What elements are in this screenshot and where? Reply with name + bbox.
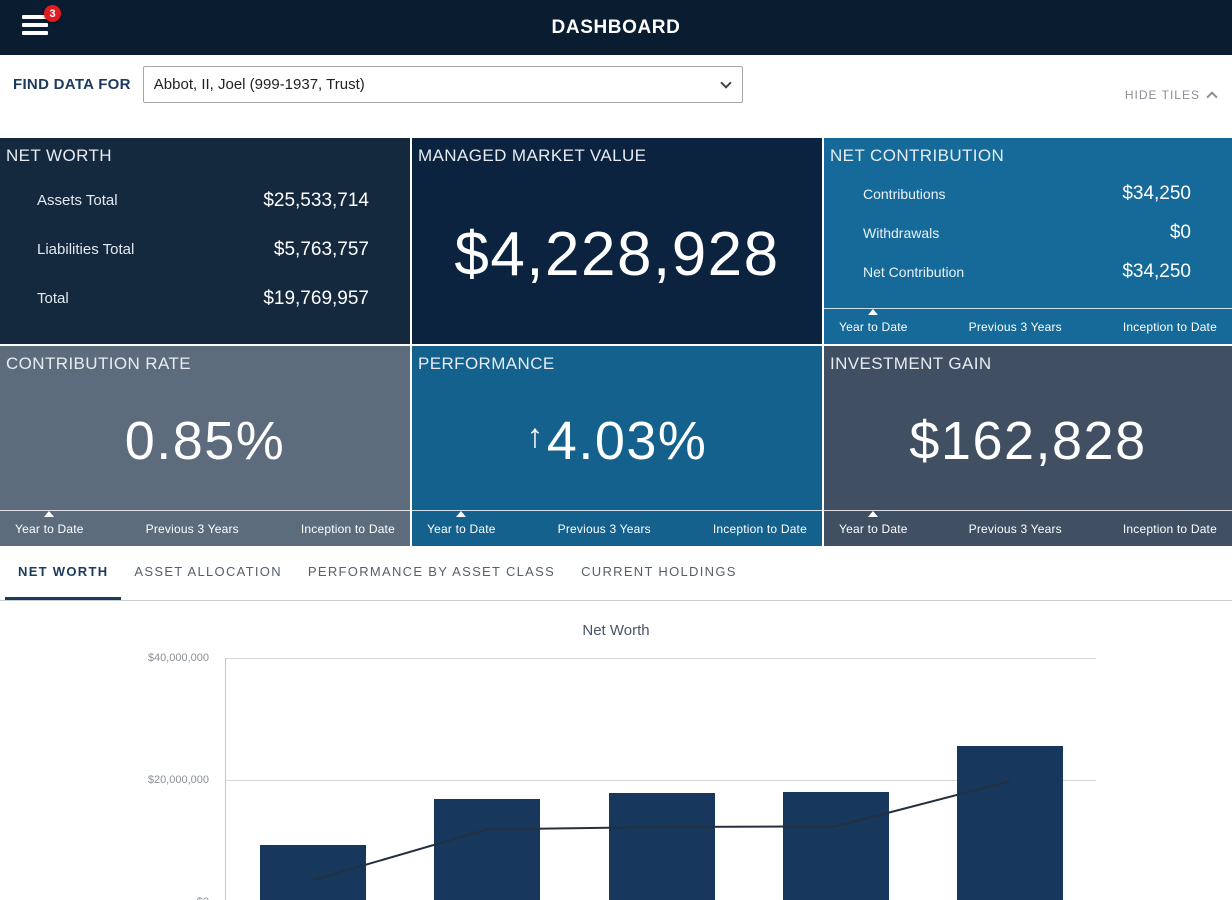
chart-title: Net Worth [582,622,650,639]
find-data-bar: FIND DATA FOR Abbot, II, Joel (999-1937,… [0,55,1232,138]
tile-title: CONTRIBUTION RATE [6,354,191,373]
stat-label: Net Contribution [863,263,965,280]
period-previous-3-years[interactable]: Previous 3 Years [968,319,1062,334]
section-tabs: NET WORTH ASSET ALLOCATION PERFORMANCE B… [0,546,1232,601]
net-worth-bar [956,746,1063,900]
trend-line [312,780,1011,881]
notification-badge: 3 [44,5,61,22]
chevron-up-icon [1206,91,1218,103]
period-selector: Year to Date Previous 3 Years Inception … [0,510,410,546]
stat-row: Assets Total $25,533,714 [37,176,369,225]
net-worth-rows: Assets Total $25,533,714 Liabilities Tot… [0,172,410,344]
entity-select[interactable]: Abbot, II, Joel (999-1937, Trust) [142,66,743,103]
stat-label: Contributions [863,185,946,202]
investment-gain-value: $162,828 [909,411,1147,471]
period-year-to-date[interactable]: Year to Date [839,510,908,536]
trend-line-layer [312,780,1011,881]
selected-period-caret [868,510,879,517]
performance-value: ↑ 4.03% [526,411,708,471]
net-worth-bar [260,845,367,900]
tab-current-holdings[interactable]: CURRENT HOLDINGS [581,564,737,579]
period-previous-3-years[interactable]: Previous 3 Years [968,521,1062,536]
stat-label: Total [37,290,69,307]
tile-title: INVESTMENT GAIN [830,354,992,373]
tile-title: MANAGED MARKET VALUE [418,146,647,165]
stat-row: Withdrawals $0 [863,213,1191,252]
tile-title: NET WORTH [6,146,112,165]
tab-net-worth[interactable]: NET WORTH [5,546,122,600]
tile-net-contribution: NET CONTRIBUTION Contributions $34,250 W… [824,138,1232,344]
page-title: DASHBOARD [551,16,681,38]
find-data-for-label: FIND DATA FOR [13,76,131,93]
plot-area [225,658,1096,900]
hamburger-menu-button[interactable]: 3 [22,5,61,35]
period-inception-to-date[interactable]: Inception to Date [1122,521,1217,536]
net-contribution-rows: Contributions $34,250 Withdrawals $0 Net… [824,172,1232,308]
y-axis-tick-label: $0 [197,896,209,900]
y-axis-tick-label: $20,000,000 [147,774,209,786]
tab-asset-allocation[interactable]: ASSET ALLOCATION [134,564,282,579]
net-worth-bar [608,793,715,900]
stat-row: Total $19,769,957 [37,274,369,323]
tile-contribution-rate: CONTRIBUTION RATE 0.85% Year to Date Pre… [0,346,410,546]
stat-row: Liabilities Total $5,763,757 [37,225,369,274]
tile-title: PERFORMANCE [418,354,555,373]
period-selector: Year to Date Previous 3 Years Inception … [824,510,1232,546]
stat-label: Assets Total [37,192,118,209]
hide-tiles-label: HIDE TILES [1124,88,1200,102]
stat-value: $19,769,957 [263,287,369,309]
period-inception-to-date[interactable]: Inception to Date [300,521,395,536]
stat-value: $34,250 [1122,182,1191,204]
period-selector: Year to Date Previous 3 Years Inception … [824,308,1232,344]
stat-value: $5,763,757 [273,238,369,260]
net-worth-bar [434,798,541,900]
period-year-to-date[interactable]: Year to Date [15,510,84,536]
stat-value: $34,250 [1122,260,1191,282]
contribution-rate-value: 0.85% [124,411,286,471]
selected-period-caret [44,510,55,517]
stat-row: Contributions $34,250 [863,174,1191,213]
net-worth-chart: Net Worth $40,000,000 $20,000,000 $0 [0,601,1232,900]
tile-investment-gain: INVESTMENT GAIN $162,828 Year to Date Pr… [824,346,1232,546]
selected-period-caret [456,510,467,517]
y-axis-tick-label: $40,000,000 [147,652,209,664]
managed-market-value: $4,228,928 [454,219,780,289]
summary-tiles-grid: NET WORTH Assets Total $25,533,714 Liabi… [0,138,1232,546]
tab-performance-by-asset-class[interactable]: PERFORMANCE BY ASSET CLASS [307,564,556,579]
stat-value: $25,533,714 [263,189,369,211]
period-inception-to-date[interactable]: Inception to Date [1122,319,1217,334]
stat-label: Liabilities Total [37,241,135,258]
hide-tiles-button[interactable]: HIDE TILES [1124,88,1218,103]
entity-select-wrap: Abbot, II, Joel (999-1937, Trust) [142,66,743,103]
tile-performance: PERFORMANCE ↑ 4.03% Year to Date Previous… [412,346,822,546]
hamburger-icon [22,15,48,19]
up-arrow-icon: ↑ [526,418,545,455]
period-previous-3-years[interactable]: Previous 3 Years [557,521,651,536]
selected-period-caret [868,308,879,315]
period-year-to-date[interactable]: Year to Date [427,510,496,536]
net-worth-bar [782,791,889,900]
stat-value: $0 [1169,221,1191,243]
top-app-bar: 3 DASHBOARD [0,0,1232,55]
period-year-to-date[interactable]: Year to Date [839,308,908,334]
stat-label: Withdrawals [863,224,940,241]
tile-net-worth: NET WORTH Assets Total $25,533,714 Liabi… [0,138,410,344]
stat-row: Net Contribution $34,250 [863,252,1191,291]
tile-managed-market-value: MANAGED MARKET VALUE $4,228,928 [412,138,822,344]
period-inception-to-date[interactable]: Inception to Date [712,521,807,536]
period-previous-3-years[interactable]: Previous 3 Years [145,521,239,536]
gridline [226,658,1096,659]
period-selector: Year to Date Previous 3 Years Inception … [412,510,822,546]
y-axis-labels: $40,000,000 $20,000,000 $0 [0,652,209,900]
gridline [226,780,1096,781]
tile-title: NET CONTRIBUTION [830,146,1005,165]
